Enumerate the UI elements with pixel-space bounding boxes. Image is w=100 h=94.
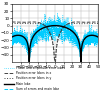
Legend: Phase and amplitude error lobes, Position error lobes in x, Position error lobes: Phase and amplitude error lobes, Positio… — [4, 66, 65, 91]
